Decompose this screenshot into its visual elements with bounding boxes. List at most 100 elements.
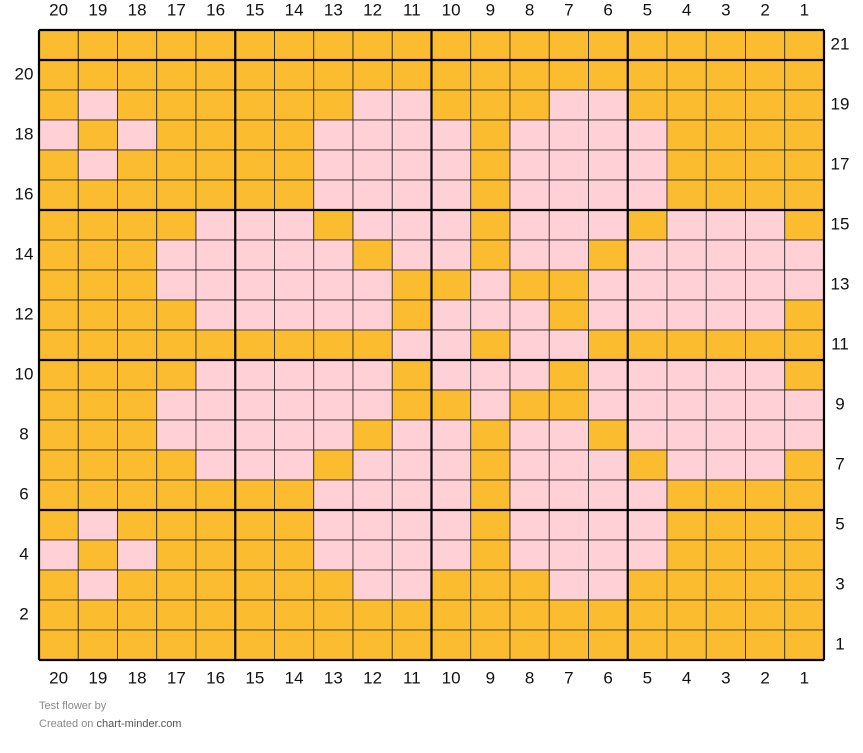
cell: [195, 329, 236, 361]
cell: [705, 179, 746, 211]
cell: [705, 389, 746, 421]
footer-site[interactable]: chart-minder.com: [97, 718, 182, 730]
cell: [391, 389, 432, 421]
cell: [745, 389, 786, 421]
cell: [313, 569, 354, 601]
cell: [313, 599, 354, 631]
row-label: 3: [835, 574, 844, 593]
cell: [705, 89, 746, 121]
cell: [627, 209, 668, 241]
column-label: 11: [403, 668, 421, 687]
cell: [745, 59, 786, 91]
cell: [352, 449, 393, 481]
cell: [784, 329, 825, 361]
cell: [470, 389, 511, 421]
cell: [745, 539, 786, 571]
cell: [470, 119, 511, 151]
cell: [77, 509, 118, 541]
cell: [470, 239, 511, 271]
cell: [627, 359, 668, 391]
cell: [313, 119, 354, 151]
cell: [509, 569, 550, 601]
cell: [548, 509, 589, 541]
cell: [38, 29, 79, 61]
cell: [77, 539, 118, 571]
cell: [156, 89, 197, 121]
cell: [509, 629, 550, 661]
cell: [313, 539, 354, 571]
cell: [156, 569, 197, 601]
column-label: 6: [603, 0, 612, 19]
row-label: 13: [831, 274, 850, 293]
cell: [509, 269, 550, 301]
cell: [38, 59, 79, 91]
column-label: 18: [128, 0, 147, 19]
cell: [274, 59, 315, 91]
cell: [627, 449, 668, 481]
column-label: 9: [486, 0, 495, 19]
cell: [666, 89, 707, 121]
cell: [431, 89, 472, 121]
cell: [666, 329, 707, 361]
row-label: 14: [15, 244, 34, 263]
cell: [588, 569, 629, 601]
cell: [156, 269, 197, 301]
cell: [431, 239, 472, 271]
cell: [784, 179, 825, 211]
cell: [705, 359, 746, 391]
cell: [470, 209, 511, 241]
cell: [588, 179, 629, 211]
cell: [313, 29, 354, 61]
cell: [548, 599, 589, 631]
cell: [666, 599, 707, 631]
row-label: 18: [15, 124, 34, 143]
cell: [77, 119, 118, 151]
cell: [274, 479, 315, 511]
cell: [509, 449, 550, 481]
cell: [195, 179, 236, 211]
cell: [745, 509, 786, 541]
cell: [195, 359, 236, 391]
cell: [784, 89, 825, 121]
row-label: 17: [831, 154, 850, 173]
row-label: 15: [831, 214, 850, 233]
cell: [234, 149, 275, 181]
row-label: 16: [15, 184, 34, 203]
cell: [313, 59, 354, 91]
column-label: 20: [49, 0, 68, 19]
column-label: 4: [682, 0, 691, 19]
cell: [627, 479, 668, 511]
cell: [117, 269, 158, 301]
cell: [509, 509, 550, 541]
cell: [509, 599, 550, 631]
cell: [705, 29, 746, 61]
cell: [313, 419, 354, 451]
cell: [588, 269, 629, 301]
cell: [548, 209, 589, 241]
cell: [274, 89, 315, 121]
cell: [391, 359, 432, 391]
cell: [274, 599, 315, 631]
cell: [784, 239, 825, 271]
column-label: 9: [486, 668, 495, 687]
cell: [352, 389, 393, 421]
cell: [352, 569, 393, 601]
cell: [391, 419, 432, 451]
column-label: 3: [721, 668, 730, 687]
cell: [234, 599, 275, 631]
cell: [548, 449, 589, 481]
column-label: 13: [324, 0, 343, 19]
cell: [391, 239, 432, 271]
cell: [195, 209, 236, 241]
cell: [784, 629, 825, 661]
cell: [431, 359, 472, 391]
cell: [156, 59, 197, 91]
cell: [77, 209, 118, 241]
cell: [391, 209, 432, 241]
cell: [548, 329, 589, 361]
cell: [745, 479, 786, 511]
column-label: 16: [206, 668, 225, 687]
cell: [195, 29, 236, 61]
row-label: 8: [19, 424, 28, 443]
cell: [274, 389, 315, 421]
